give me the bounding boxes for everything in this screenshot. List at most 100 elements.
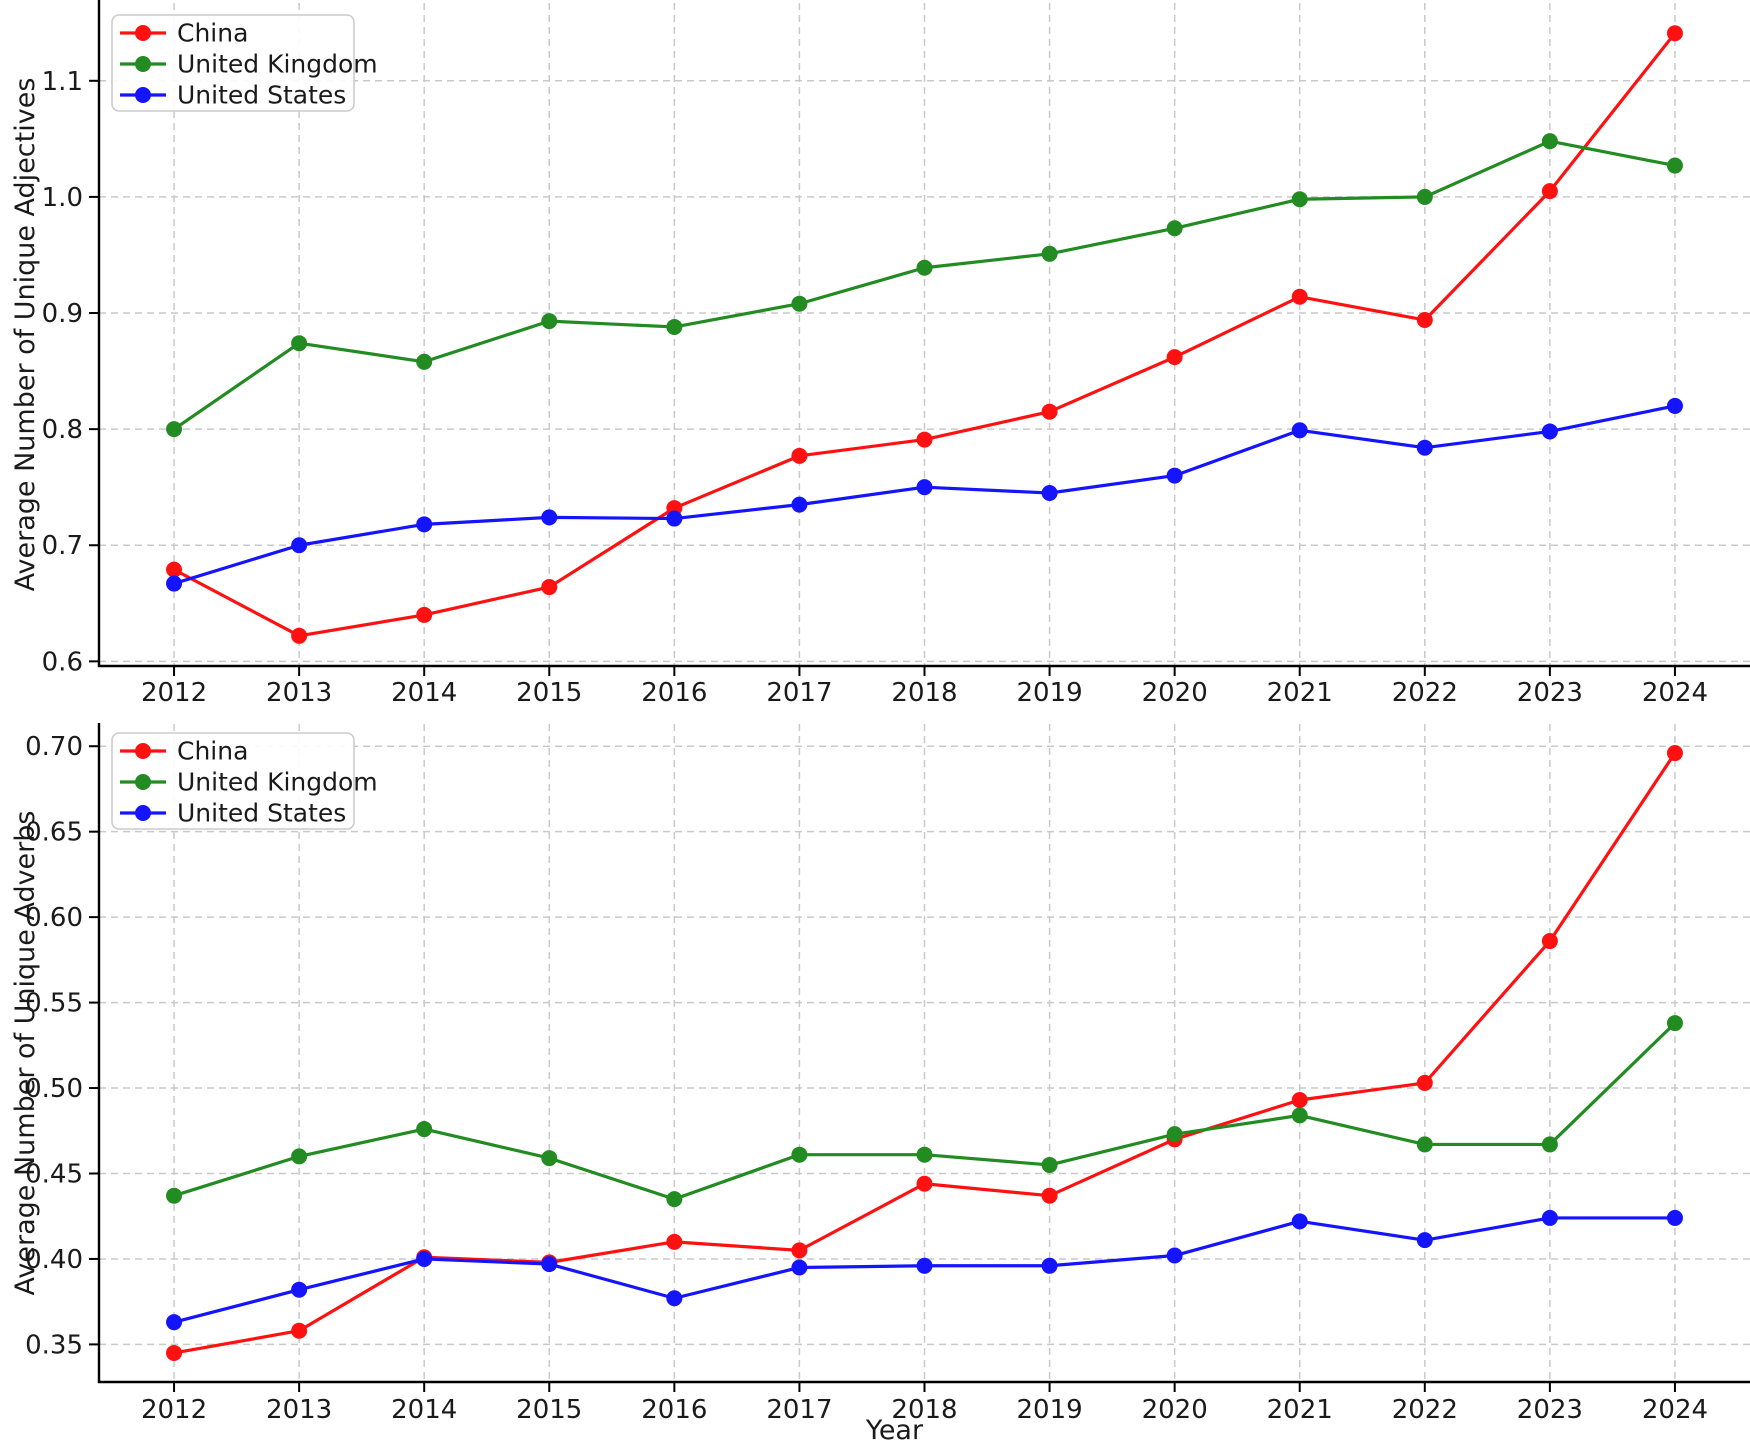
- legend-item-united-states: United States: [120, 799, 346, 828]
- x-tick-label: 2021: [1267, 678, 1333, 708]
- y-tick-label: 0.7: [42, 531, 83, 561]
- data-point-marker: [916, 1175, 933, 1192]
- x-tick-label: 2022: [1392, 1395, 1458, 1425]
- x-tick-label: 2024: [1642, 1395, 1708, 1425]
- legend-marker: [135, 743, 151, 759]
- legend-label: China: [177, 19, 248, 48]
- data-point-marker: [416, 1250, 433, 1267]
- data-point-marker: [1666, 1015, 1683, 1032]
- data-point-marker: [291, 1148, 308, 1165]
- tick-marks: [89, 745, 1676, 1392]
- x-tick-label: 2017: [766, 678, 832, 708]
- y-tick-label: 0.6: [42, 647, 83, 677]
- y-tick-label: 0.35: [25, 1330, 83, 1360]
- legend-item-china: China: [120, 19, 248, 48]
- data-point-marker: [1291, 422, 1308, 439]
- legend-marker: [135, 774, 151, 790]
- x-tick-label: 2018: [891, 1395, 957, 1425]
- data-point-marker: [416, 1121, 433, 1138]
- data-point-marker: [291, 1322, 308, 1339]
- data-point-marker: [1666, 157, 1683, 174]
- data-point-marker: [1041, 1257, 1058, 1274]
- x-tick-label: 2019: [1016, 678, 1082, 708]
- data-point-marker: [1041, 403, 1058, 420]
- adjectives-chart-canvas: 2012 2013 2014 2015 2016 2017 2018 2019 2020 2021…: [10, 0, 1750, 708]
- grid-lines: [99, 724, 1750, 1382]
- data-point-marker: [1541, 423, 1558, 440]
- x-tick-label: 2017: [766, 1395, 832, 1425]
- data-point-marker: [541, 579, 558, 596]
- x-tick-label: 2015: [516, 678, 582, 708]
- legend-label: China: [177, 737, 248, 766]
- adverbs-chart-panel: 2012 2013 2014 2015 2016 2017 2018 2019 2020 2021…: [0, 723, 1750, 1446]
- x-tick-label: 2014: [391, 1395, 457, 1425]
- data-point-marker: [541, 313, 558, 330]
- data-point-marker: [666, 318, 683, 335]
- legend-box: [111, 14, 355, 112]
- x-tick-label: 2023: [1517, 1395, 1583, 1425]
- legend-item-united-kingdom: United Kingdom: [120, 768, 378, 797]
- data-point-marker: [1541, 1136, 1558, 1153]
- x-tick-label: 2020: [1142, 678, 1208, 708]
- y-tick-label: 0.55: [25, 989, 83, 1019]
- x-tick-label: 2020: [1142, 1395, 1208, 1425]
- tick-labels: 2012 2013 2014 2015 2016 2017 2018 2019 2020 2021…: [42, 67, 1708, 708]
- series-united-states: [166, 1209, 1683, 1331]
- data-point-marker: [1166, 1247, 1183, 1264]
- legend-marker: [135, 56, 151, 72]
- x-tick-label: 2018: [891, 678, 957, 708]
- data-point-marker: [791, 496, 808, 513]
- data-point-marker: [1416, 1232, 1433, 1249]
- data-point-marker: [1041, 245, 1058, 262]
- data-point-marker: [1291, 288, 1308, 305]
- data-point-marker: [1666, 397, 1683, 414]
- data-point-marker: [916, 431, 933, 448]
- data-point-marker: [1666, 745, 1683, 762]
- legend-label: United Kingdom: [177, 50, 378, 79]
- data-point-marker: [666, 1290, 683, 1307]
- adverbs-chart-canvas: 2012 2013 2014 2015 2016 2017 2018 2019 2020 2021…: [10, 723, 1750, 1446]
- tick-labels: 2012 2013 2014 2015 2016 2017 2018 2019 2020 2021…: [25, 732, 1708, 1425]
- legend-item-united-states: United States: [120, 81, 346, 110]
- grid-lines: [99, 3, 1750, 666]
- x-tick-label: 2015: [516, 1395, 582, 1425]
- data-point-marker: [166, 1314, 183, 1331]
- series-united-kingdom: [166, 1015, 1683, 1208]
- data-point-marker: [166, 575, 183, 592]
- data-point-marker: [1041, 484, 1058, 501]
- data-point-marker: [1416, 1136, 1433, 1153]
- y-axis-label: Average Number of Unique Adverbs: [10, 811, 41, 1296]
- y-tick-label: 0.70: [25, 732, 83, 762]
- adjectives-chart-panel: 2012 2013 2014 2015 2016 2017 2018 2019 2020 2021…: [10, 0, 1750, 708]
- data-point-marker: [666, 510, 683, 527]
- data-point-marker: [791, 1242, 808, 1259]
- data-point-marker: [1291, 191, 1308, 208]
- x-tick-label: 2012: [141, 1395, 207, 1425]
- data-point-marker: [791, 447, 808, 464]
- data-point-marker: [1291, 1092, 1308, 1108]
- data-point-marker: [166, 1187, 183, 1204]
- y-tick-label: 1.1: [42, 67, 83, 97]
- data-point-marker: [1541, 183, 1558, 200]
- legend-box: [111, 732, 355, 830]
- y-axis-label-group: Average Number of Unique Adjectives: [10, 78, 41, 592]
- y-tick-label: 0.40: [25, 1245, 83, 1275]
- data-point-marker: [166, 561, 183, 578]
- data-point-marker: [1166, 467, 1183, 484]
- tick-marks: [89, 79, 1676, 676]
- x-tick-label: 2014: [391, 678, 457, 708]
- data-point-marker: [291, 1281, 308, 1298]
- data-point-marker: [1416, 1074, 1433, 1091]
- y-axis-label: Average Number of Unique Adjectives: [10, 78, 41, 592]
- data-point-marker: [1166, 220, 1183, 237]
- data-point-marker: [666, 1233, 683, 1250]
- data-point-marker: [916, 259, 933, 276]
- y-tick-label: 1.0: [42, 183, 83, 213]
- y-tick-label: 0.45: [25, 1159, 83, 1189]
- data-point-marker: [416, 353, 433, 370]
- x-tick-label: 2013: [266, 678, 332, 708]
- data-point-marker: [791, 295, 808, 312]
- y-tick-label: 0.8: [42, 415, 83, 445]
